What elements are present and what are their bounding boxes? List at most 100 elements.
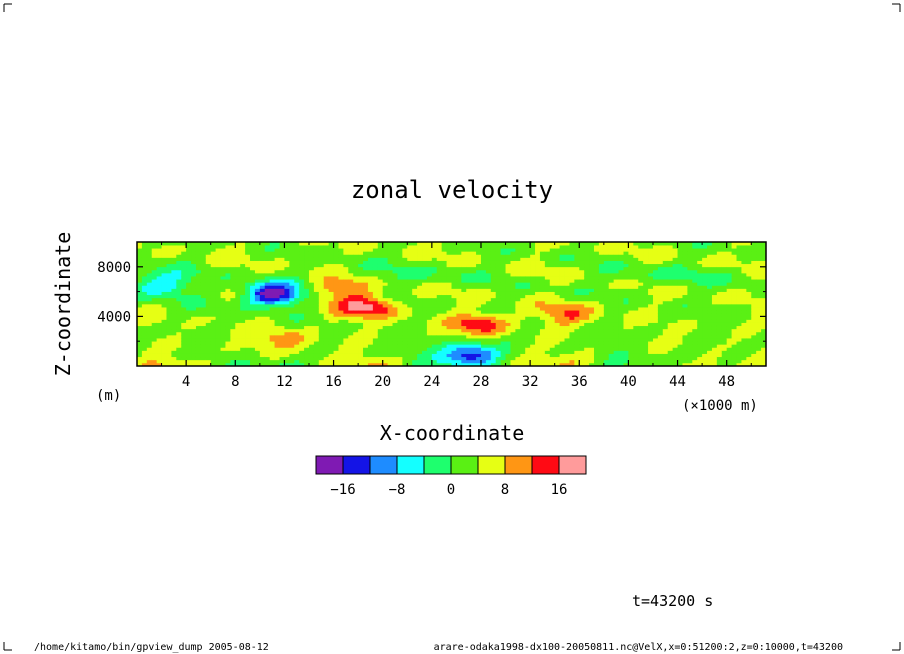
heatmap-cell [431,353,438,358]
heatmap-cell [584,338,590,342]
heatmap-cell [328,307,334,311]
heatmap-cell [264,300,271,305]
heatmap-cell [525,341,531,345]
heatmap-cell [299,328,305,333]
heatmap-cell [579,341,585,345]
heatmap-cell [235,310,241,314]
heatmap-cell [367,273,374,277]
heatmap-cell [259,269,266,274]
heatmap-cell [687,260,693,265]
heatmap-cell [721,297,728,302]
heatmap-cell [500,297,506,302]
heatmap-cell [422,328,428,333]
heatmap-cell [348,322,354,327]
heatmap-cell [628,304,634,308]
heatmap-cell [392,319,398,323]
heatmap-cell [721,285,728,289]
heatmap-cell [520,282,526,286]
heatmap-cell [500,288,506,292]
heatmap-cell [628,279,634,283]
heatmap-cell [284,297,290,302]
heatmap-cell [544,347,551,351]
heatmap-cell [387,294,393,299]
heatmap-cell [441,331,447,336]
heatmap-cell [603,335,610,339]
heatmap-cell [367,266,374,271]
heatmap-cell [358,288,364,292]
heatmap-cell [608,248,615,252]
heatmap-cell [264,341,271,345]
heatmap-cell [721,266,728,271]
heatmap-cell [559,310,565,314]
heatmap-cell [446,251,452,255]
heatmap-cell [274,279,280,283]
heatmap-cell [564,362,570,367]
heatmap-cell [195,245,202,249]
heatmap-cell [269,304,275,308]
heatmap-cell [245,269,251,274]
heatmap-cell [161,273,167,277]
heatmap-cell [648,353,654,358]
heatmap-cell [579,319,585,323]
heatmap-cell [358,316,364,320]
heatmap-cell [313,257,320,261]
heatmap-cell [711,291,718,296]
heatmap-cell [210,291,216,296]
heatmap-cell [417,331,423,336]
heatmap-cell [215,313,221,317]
heatmap-cell [574,310,580,314]
heatmap-cell [436,359,443,364]
heatmap-cell [141,310,148,314]
heatmap-cell [372,251,379,255]
heatmap-cell [191,254,197,258]
heatmap-cell [569,273,575,277]
heatmap-cell [643,251,649,255]
heatmap-cell [549,300,556,305]
heatmap-cell [520,356,526,361]
heatmap-cell [461,279,467,283]
heatmap-cell [702,242,708,246]
heatmap-cell [657,304,664,308]
heatmap-cell [471,338,477,342]
heatmap-cell [495,248,501,252]
heatmap-cell [485,254,492,258]
heatmap-cell [485,347,492,351]
heatmap-cell [274,344,280,348]
heatmap-cell [200,307,207,311]
heatmap-cell [333,344,339,348]
heatmap-cell [397,276,403,280]
heatmap-cell [338,325,344,330]
heatmap-cell [471,310,477,314]
heatmap-cell [510,325,516,330]
heatmap-cell [141,304,148,308]
heatmap-cell [279,307,285,311]
heatmap-cell [186,263,192,268]
heatmap-cell [333,335,339,339]
heatmap-cell [539,331,546,336]
heatmap-cell [731,307,737,311]
heatmap-cell [559,307,565,311]
heatmap-cell [328,297,334,302]
heatmap-cell [422,304,428,308]
heatmap-cell [166,313,172,317]
heatmap-cell [603,297,610,302]
heatmap-cell [525,331,531,336]
heatmap-cell [151,316,157,320]
heatmap-cell [195,248,202,252]
heatmap-cell [407,359,413,364]
heatmap-cell [721,276,728,280]
heatmap-cell [623,316,629,320]
heatmap-cell [141,328,148,333]
heatmap-cell [402,242,408,246]
heatmap-cell [711,300,718,305]
heatmap-cell [485,300,492,305]
heatmap-cell [456,248,462,252]
heatmap-cell [200,310,207,314]
heatmap-cell [200,291,207,296]
heatmap-cell [289,304,295,308]
heatmap-cell [574,328,580,333]
heatmap-cell [741,248,747,252]
heatmap-cell [353,347,359,351]
heatmap-cell [279,347,285,351]
heatmap-cell [407,251,413,255]
